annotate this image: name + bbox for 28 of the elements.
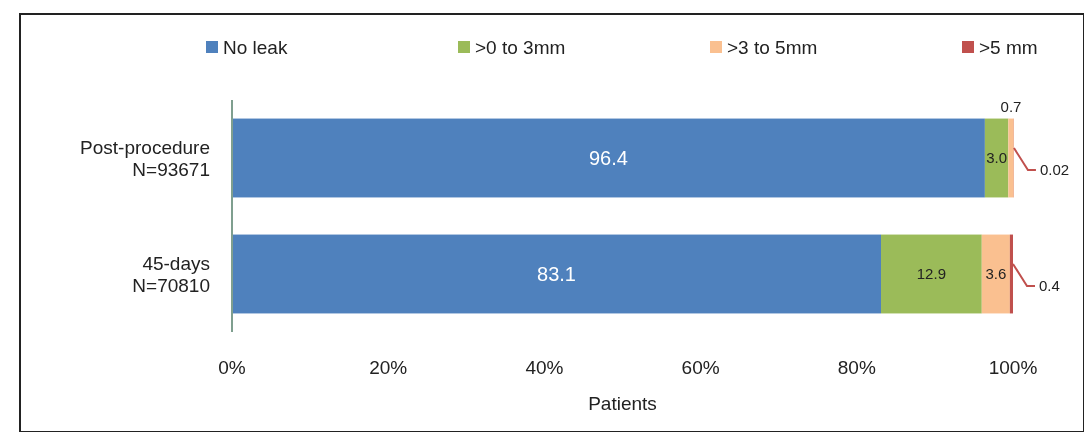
legend-label: >3 to 5mm: [727, 36, 818, 58]
x-tick-label: 0%: [218, 356, 246, 378]
x-tick-label: 80%: [837, 356, 876, 378]
bar: [984, 118, 1009, 198]
data-label: 3.6: [985, 265, 1007, 283]
legend-label: No leak: [223, 36, 288, 58]
x-tick-label: 20%: [369, 356, 408, 378]
bar: [232, 234, 882, 314]
data-label: 12.9: [916, 265, 946, 283]
bar: [981, 234, 1010, 314]
x-tick-label: 100%: [988, 356, 1038, 378]
bar: [1008, 118, 1014, 198]
data-label: 0.02: [1039, 161, 1070, 179]
y-tick-label: Post-procedure N=93671: [80, 136, 210, 181]
legend-label: >0 to 3mm: [475, 36, 566, 58]
bar: [881, 234, 982, 314]
x-tick-label: 40%: [525, 356, 564, 378]
x-tick-label: 60%: [681, 356, 720, 378]
data-label: 0.4: [1039, 277, 1060, 295]
x-axis-title: Patients: [588, 392, 657, 414]
bar: [1009, 234, 1013, 314]
data-label: 3.0: [986, 149, 1008, 167]
data-label: 0.7: [1000, 97, 1022, 115]
y-tick-label: 45-days N=70810: [132, 252, 210, 297]
legend-label: >5 mm: [979, 36, 1038, 58]
data-label: 96.4: [588, 147, 628, 169]
bar: [232, 118, 985, 198]
data-label: 83.1: [537, 263, 576, 285]
